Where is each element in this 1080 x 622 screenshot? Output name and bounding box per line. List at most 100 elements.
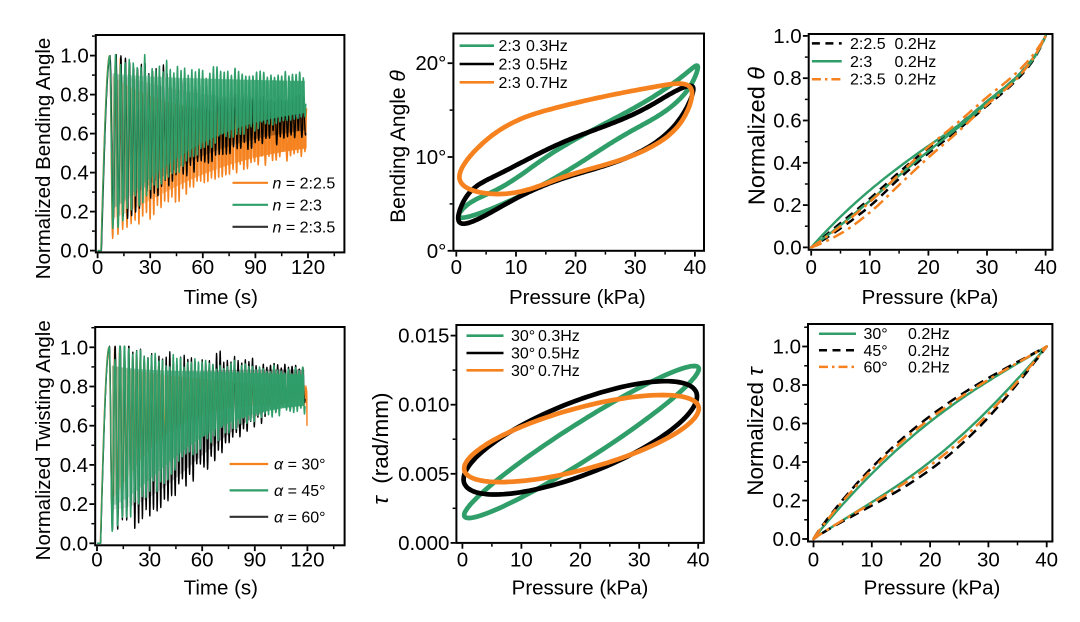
svg-text:n = 2:3.5: n = 2:3.5 [273,219,336,236]
svg-text:0.3Hz: 0.3Hz [538,328,580,345]
svg-text:Time (s): Time (s) [184,286,258,309]
svg-text:10: 10 [858,256,881,279]
svg-text:2:3: 2:3 [499,38,521,55]
svg-text:20°: 20° [415,52,446,75]
svg-text:Bending Angle θ: Bending Angle θ [387,70,410,223]
svg-text:0.0: 0.0 [60,240,89,263]
svg-text:0.4: 0.4 [773,152,802,175]
svg-text:40: 40 [687,549,710,572]
svg-text:α = 60°: α = 60° [274,509,326,526]
svg-text:1.0: 1.0 [60,336,89,359]
svg-text:60°: 60° [864,359,888,376]
svg-text:0.6: 0.6 [773,110,802,133]
svg-text:30°: 30° [864,326,888,343]
svg-text:30°: 30° [511,363,535,380]
svg-text:0.2: 0.2 [60,493,89,516]
svg-text:120: 120 [291,256,325,279]
svg-text:0.6: 0.6 [60,123,89,146]
svg-text:0.5Hz: 0.5Hz [538,346,580,363]
svg-text:0.2Hz: 0.2Hz [895,72,937,89]
svg-text:30°: 30° [511,346,535,363]
svg-text:30: 30 [624,256,647,279]
svg-text:n = 2:2.5: n = 2:2.5 [273,175,336,192]
svg-text:2:2.5: 2:2.5 [850,36,886,53]
svg-text:α = 30°: α = 30° [274,457,326,474]
svg-text:0.3Hz: 0.3Hz [526,38,568,55]
svg-text:0.2Hz: 0.2Hz [895,36,937,53]
svg-text:10: 10 [860,549,883,572]
svg-text:0.4: 0.4 [773,451,802,474]
svg-text:0.015: 0.015 [398,325,449,348]
svg-text:40: 40 [1035,549,1058,572]
svg-text:40: 40 [1034,256,1057,279]
svg-text:0.8: 0.8 [773,67,802,90]
svg-text:0.2Hz: 0.2Hz [895,54,937,71]
svg-text:0.5Hz: 0.5Hz [526,57,568,74]
svg-text:0.6: 0.6 [60,415,89,438]
svg-text:45°: 45° [864,343,888,360]
svg-text:2:3: 2:3 [499,57,521,74]
svg-text:30: 30 [977,549,1000,572]
svg-text:30: 30 [976,256,999,279]
svg-text:30: 30 [139,256,162,279]
svg-text:Time (s): Time (s) [184,576,258,599]
svg-text:120: 120 [290,549,324,572]
svg-text:0.7Hz: 0.7Hz [538,363,580,380]
svg-text:0.6: 0.6 [773,413,802,436]
svg-text:0.2: 0.2 [60,201,89,224]
svg-text:τ (rad/mm): τ (rad/mm) [368,393,393,505]
svg-text:10: 10 [510,549,533,572]
svg-text:0.8: 0.8 [773,374,802,397]
svg-text:0: 0 [92,256,103,279]
svg-text:0: 0 [91,549,102,572]
svg-text:20: 20 [919,549,942,572]
svg-text:90: 90 [243,549,266,572]
svg-text:30: 30 [138,549,161,572]
svg-text:2:3.5: 2:3.5 [850,72,886,89]
svg-text:0°: 0° [427,240,447,263]
svg-text:2:3: 2:3 [850,54,872,71]
svg-text:0.2: 0.2 [773,194,802,217]
svg-text:1.0: 1.0 [773,336,802,359]
svg-text:0.0: 0.0 [60,532,89,555]
svg-text:30: 30 [628,549,651,572]
svg-text:10: 10 [505,256,528,279]
svg-text:30°: 30° [511,328,535,345]
svg-text:0.010: 0.010 [398,394,449,417]
svg-text:1.0: 1.0 [60,45,89,68]
svg-text:0.8: 0.8 [60,84,89,107]
svg-text:0: 0 [805,256,816,279]
svg-text:0.2Hz: 0.2Hz [908,326,950,343]
svg-text:0: 0 [451,256,462,279]
svg-text:0.4: 0.4 [60,454,89,477]
svg-text:0.000: 0.000 [398,532,449,555]
svg-text:0.8: 0.8 [60,376,89,399]
svg-text:0.005: 0.005 [398,463,449,486]
svg-text:0.7Hz: 0.7Hz [526,75,568,92]
svg-text:Pressure (kPa): Pressure (kPa) [509,286,646,309]
svg-text:Normalized Twisting Angle: Normalized Twisting Angle [32,320,55,560]
svg-text:n = 2:3: n = 2:3 [273,197,322,214]
svg-text:Pressure (kPa): Pressure (kPa) [862,286,999,309]
svg-text:20: 20 [917,256,940,279]
svg-text:0.4: 0.4 [60,162,89,185]
svg-text:Normalized τ: Normalized τ [743,366,768,496]
svg-text:60: 60 [191,549,214,572]
svg-text:0.0: 0.0 [773,236,802,259]
svg-text:0.2Hz: 0.2Hz [908,343,950,360]
svg-text:20: 20 [564,256,587,279]
svg-text:90: 90 [244,256,267,279]
svg-text:2:3: 2:3 [499,75,521,92]
svg-text:Normalized θ: Normalized θ [744,67,770,205]
svg-text:0: 0 [457,549,468,572]
svg-text:0: 0 [808,549,819,572]
svg-text:0.0: 0.0 [773,528,802,551]
svg-text:Pressure (kPa): Pressure (kPa) [512,576,649,599]
svg-text:1.0: 1.0 [773,25,802,48]
svg-text:10°: 10° [415,146,446,169]
svg-text:60: 60 [191,256,214,279]
svg-text:0.2Hz: 0.2Hz [908,359,950,376]
svg-text:0.2: 0.2 [773,490,802,513]
svg-text:20: 20 [569,549,592,572]
svg-text:Pressure (kPa): Pressure (kPa) [864,576,1001,599]
